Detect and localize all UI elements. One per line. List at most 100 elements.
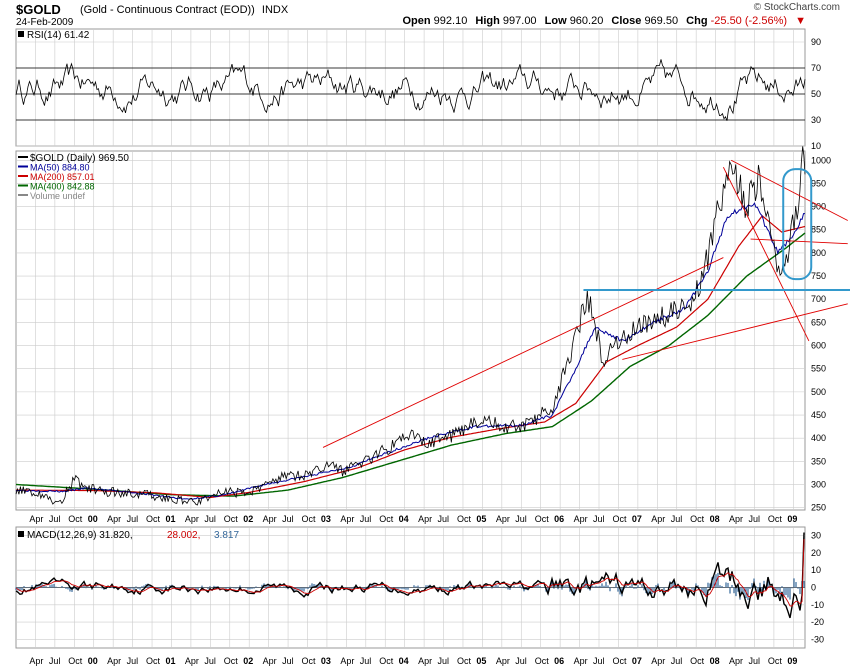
macd-signal-line <box>15 539 805 607</box>
x-tick-label: Apr <box>185 514 199 524</box>
x-tick-label: Oct <box>68 656 83 666</box>
rsi-line <box>15 59 806 121</box>
highlight-ellipse <box>782 168 813 281</box>
rsi-legend-label: RSI(14) 61.42 <box>27 30 90 41</box>
x-tick-label: Jul <box>671 656 683 666</box>
macd-ytick-label: -30 <box>811 634 824 644</box>
x-tick-label: Apr <box>185 656 199 666</box>
price-ytick-label: 900 <box>811 202 826 212</box>
chart-symbol: $GOLD <box>16 2 61 17</box>
macd-signal-label: 28.002, <box>167 530 200 541</box>
x-tick-label: Apr <box>29 656 43 666</box>
x-tick-label: Oct <box>224 514 239 524</box>
x-tick-label: Jul <box>515 656 527 666</box>
x-tick-label: 02 <box>243 656 253 666</box>
trendline <box>750 238 848 245</box>
x-tick-label: Jul <box>204 656 216 666</box>
x-tick-label: 04 <box>399 656 409 666</box>
price-panel-frame <box>15 150 806 511</box>
rsi-ytick-label: 70 <box>811 63 821 73</box>
macd-ytick-label: 30 <box>811 531 821 541</box>
x-tick-label: Jul <box>438 514 450 524</box>
x-tick-label: Apr <box>340 656 354 666</box>
x-tick-label: Apr <box>29 514 43 524</box>
rsi-ytick-label: 50 <box>811 89 821 99</box>
rsi-panel-frame <box>15 28 806 147</box>
x-tick-label: 03 <box>321 514 331 524</box>
x-tick-label: Jul <box>515 514 527 524</box>
x-tick-label: Oct <box>457 656 472 666</box>
x-tick-label: Oct <box>457 514 472 524</box>
ohlc-summary: Open 992.10 High 997.00 Low 960.20 Close… <box>402 15 806 27</box>
x-tick-label: Oct <box>690 514 705 524</box>
x-tick-label: Oct <box>146 514 161 524</box>
x-tick-label: Oct <box>379 514 394 524</box>
x-tick-label: Apr <box>496 514 510 524</box>
x-tick-label: 05 <box>476 656 486 666</box>
x-tick-label: Jul <box>127 656 139 666</box>
price-ytick-label: 500 <box>811 387 826 397</box>
macd-legend-label: MACD(12,26,9) 31.820, <box>27 530 133 541</box>
x-tick-label: 08 <box>710 656 720 666</box>
x-tick-label: Jul <box>748 514 760 524</box>
close-value: 969.50 <box>644 15 679 27</box>
x-tick-label: Apr <box>574 514 588 524</box>
x-tick-label: Jul <box>360 656 372 666</box>
x-tick-label: 06 <box>554 514 564 524</box>
x-tick-label: 05 <box>476 514 486 524</box>
x-tick-label: Jul <box>671 514 683 524</box>
x-tick-label: Jul <box>282 656 294 666</box>
price-ytick-label: 750 <box>811 271 826 281</box>
x-tick-label: Jul <box>593 656 605 666</box>
x-tick-label: Apr <box>263 656 277 666</box>
price-ytick-label: 700 <box>811 294 826 304</box>
macd-ytick-label: -10 <box>811 600 824 610</box>
x-tick-label: Oct <box>379 656 394 666</box>
x-tick-label: 00 <box>88 514 98 524</box>
x-tick-label: 07 <box>632 514 642 524</box>
price-legend-swatch <box>18 194 28 196</box>
open-label: Open <box>402 15 431 27</box>
x-tick-label: 02 <box>243 514 253 524</box>
price-ytick-label: 250 <box>811 503 826 513</box>
trendline <box>622 303 848 360</box>
x-tick-label: Jul <box>49 656 61 666</box>
price-ytick-label: 800 <box>811 248 826 258</box>
brand-watermark: © StockCharts.com <box>754 2 840 13</box>
x-tick-label: Jul <box>748 656 760 666</box>
price-legend-swatch <box>18 184 28 187</box>
x-tick-label: 03 <box>321 656 331 666</box>
macd-ytick-label: 0 <box>811 583 816 593</box>
x-tick-label: Oct <box>68 514 83 524</box>
x-tick-label: Jul <box>127 514 139 524</box>
macd-hist-label: 3.817 <box>214 530 239 541</box>
x-tick-label: Jul <box>360 514 372 524</box>
ma50-line <box>15 202 805 500</box>
price-ytick-label: 650 <box>811 317 826 327</box>
chg-value: -25.50 (-2.56%) <box>710 15 788 27</box>
x-tick-label: 01 <box>165 656 175 666</box>
price-legend-swatch <box>18 156 28 158</box>
x-tick-label: Apr <box>574 656 588 666</box>
high-label: High <box>475 15 500 27</box>
x-tick-label: Oct <box>146 656 161 666</box>
trendline <box>722 167 810 342</box>
x-tick-label: Oct <box>690 656 705 666</box>
price-ytick-label: 300 <box>811 480 826 490</box>
x-tick-label: 08 <box>710 514 720 524</box>
rsi-ytick-label: 90 <box>811 37 821 47</box>
x-tick-label: Oct <box>612 514 627 524</box>
x-tick-label: Apr <box>107 514 121 524</box>
trendline <box>730 159 848 221</box>
high-value: 997.00 <box>502 15 537 27</box>
low-value: 960.20 <box>569 15 604 27</box>
open-value: 992.10 <box>433 15 468 27</box>
rsi-ytick-label: 10 <box>811 141 821 151</box>
x-tick-label: Apr <box>263 514 277 524</box>
exchange-text: INDX <box>261 4 289 16</box>
down-arrow-icon: ▼ <box>795 15 806 27</box>
x-tick-label: 06 <box>554 656 564 666</box>
price-ytick-label: 850 <box>811 225 826 235</box>
x-tick-label: Apr <box>729 514 743 524</box>
